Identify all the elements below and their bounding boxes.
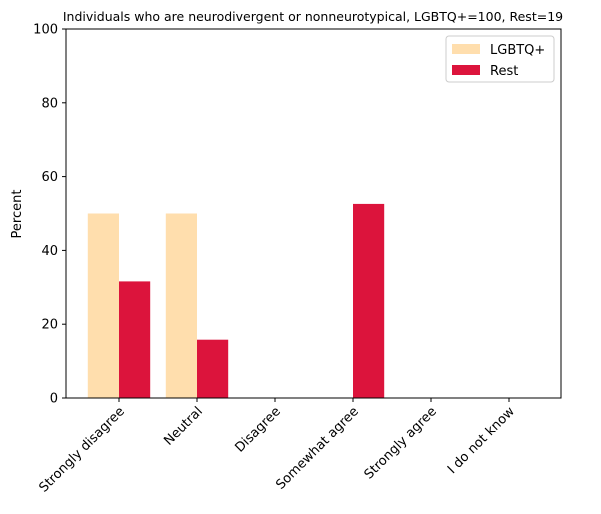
legend: LGBTQ+ Rest: [445, 35, 555, 83]
y-tick-label: 20: [41, 318, 58, 333]
bar-rest-0: [119, 281, 151, 398]
x-tick-label: Strongly agree: [362, 404, 440, 482]
chart-title: Individuals who are neurodivergent or no…: [63, 9, 563, 24]
legend-label-rest: Rest: [490, 64, 518, 79]
bar-rest-1: [197, 339, 229, 398]
y-tick-label: 0: [50, 392, 58, 407]
legend-label-lgbtq-: LGBTQ+: [490, 43, 545, 58]
y-tick-label: 100: [33, 23, 58, 38]
x-tick-label: Somewhat agree: [273, 404, 362, 493]
legend-swatch-lgbtq-: [452, 44, 480, 54]
plot-area: 0 20 40 60 80 100 Strongly disagree Neutral Disa…: [33, 23, 562, 496]
x-tick-label: Disagree: [232, 404, 283, 455]
bar-lgbtq--1: [165, 213, 197, 398]
x-tick-label: Strongly disagree: [36, 404, 127, 495]
x-tick-label: I do not know: [445, 404, 518, 477]
y-tick-label: 80: [41, 96, 58, 111]
bar-lgbtq--0: [87, 213, 119, 398]
y-axis-label: Percent: [10, 190, 25, 239]
y-tick-label: 40: [41, 244, 58, 259]
bar-rest-3: [353, 203, 385, 398]
legend-swatch-rest: [452, 65, 480, 75]
plot-frame: [65, 28, 562, 399]
y-tick-label: 60: [41, 170, 58, 185]
x-tick-label: Neutral: [161, 404, 206, 449]
